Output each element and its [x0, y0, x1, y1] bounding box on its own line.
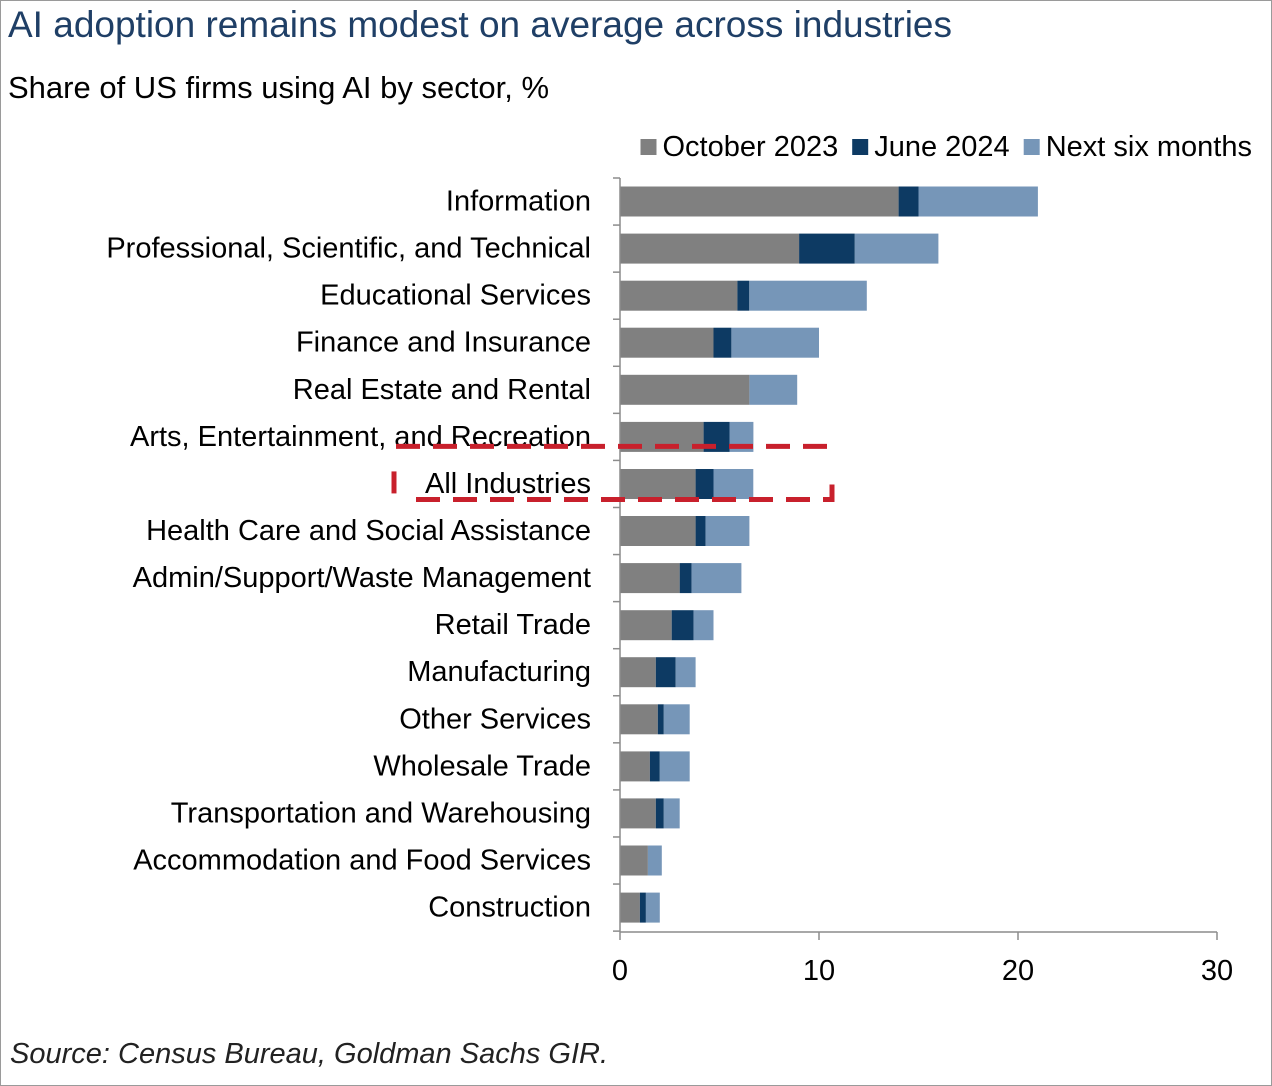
bar-october-2023-finance-and-insurance — [620, 327, 714, 358]
bar-october-2023-construction — [620, 892, 640, 923]
bar-june-2024-finance-and-insurance — [713, 327, 732, 358]
category-label-finance-and-insurance: Finance and Insurance — [296, 327, 591, 359]
bar-next-six-months-health-care-and-social-assistance — [705, 516, 750, 546]
x-tick-label-30: 30 — [1201, 955, 1233, 987]
legend-swatch-next-six-months — [1023, 139, 1040, 155]
bar-june-2024-other-services — [657, 704, 664, 735]
category-label-accommodation-and-food-services: Accommodation and Food Services — [133, 845, 591, 877]
bar-june-2024-information — [898, 186, 919, 217]
bar-june-2024-wholesale-trade — [649, 751, 660, 782]
bar-next-six-months-real-estate-and-rental — [749, 374, 798, 405]
chart-subtitle: Share of US firms using AI by sector, % — [8, 70, 550, 105]
bar-june-2024-educational-services — [737, 280, 750, 311]
chart-title: AI adoption remains modest on average ac… — [8, 4, 953, 45]
bar-october-2023-accommodation-and-food-services — [620, 845, 648, 876]
bar-next-six-months-manufacturing — [675, 657, 696, 688]
category-label-other-services: Other Services — [399, 703, 591, 735]
legend-swatch-october-2023 — [640, 139, 657, 155]
bar-october-2023-transportation-and-warehousing — [620, 798, 656, 829]
bar-june-2024-professional-scientific-and-technical — [799, 233, 855, 264]
bar-october-2023-real-estate-and-rental — [620, 374, 750, 405]
bar-october-2023-professional-scientific-and-technical — [620, 233, 800, 264]
bar-june-2024-construction — [639, 892, 646, 923]
bar-next-six-months-information — [918, 186, 1038, 217]
highlight-box — [391, 443, 836, 502]
bar-next-six-months-transportation-and-warehousing — [663, 798, 680, 829]
category-label-manufacturing: Manufacturing — [407, 656, 591, 688]
category-labels: Information Professional, Scientific, and… — [106, 186, 591, 924]
bar-october-2023-retail-trade — [620, 610, 672, 641]
bars — [620, 186, 1038, 923]
bar-june-2024-health-care-and-social-assistance — [695, 516, 706, 546]
category-label-wholesale-trade: Wholesale Trade — [373, 750, 591, 782]
x-axis: 0 10 20 30 — [612, 177, 1233, 987]
legend-label-next-six-months: Next six months — [1046, 131, 1252, 163]
bar-june-2024-transportation-and-warehousing — [655, 798, 664, 829]
bar-next-six-months-educational-services — [749, 280, 867, 311]
category-label-transportation-and-warehousing: Transportation and Warehousing — [171, 797, 591, 829]
bar-next-six-months-all-industries — [713, 469, 754, 499]
bar-next-six-months-other-services — [663, 704, 690, 735]
bar-next-six-months-finance-and-insurance — [731, 327, 819, 358]
x-tick-label-10: 10 — [803, 955, 835, 987]
x-tick-label-20: 20 — [1002, 955, 1034, 987]
bar-october-2023-information — [620, 186, 899, 217]
bar-october-2023-other-services — [620, 704, 658, 735]
category-label-professional-scientific-and-technical: Professional, Scientific, and Technical — [106, 233, 591, 265]
category-label-construction: Construction — [428, 892, 591, 924]
category-label-educational-services: Educational Services — [320, 280, 591, 312]
category-label-all-industries: All Industries — [425, 468, 591, 500]
bar-october-2023-educational-services — [620, 280, 738, 311]
category-label-admin-support-waste-management: Admin/Support/Waste Management — [133, 562, 591, 594]
category-label-health-care-and-social-assistance: Health Care and Social Assistance — [146, 515, 591, 547]
bar-next-six-months-retail-trade — [693, 610, 714, 641]
bar-october-2023-admin-support-waste-management — [620, 563, 680, 594]
bar-next-six-months-professional-scientific-and-technical — [854, 233, 939, 264]
legend-label-october-2023: October 2023 — [663, 131, 839, 163]
legend-label-june-2024: June 2024 — [874, 131, 1009, 163]
bar-october-2023-all-industries — [620, 469, 696, 499]
source-note: Source: Census Bureau, Goldman Sachs GIR… — [10, 1038, 609, 1070]
category-label-real-estate-and-rental: Real Estate and Rental — [293, 374, 591, 406]
bar-next-six-months-accommodation-and-food-services — [647, 845, 662, 876]
bar-october-2023-manufacturing — [620, 657, 656, 688]
bar-october-2023-wholesale-trade — [620, 751, 650, 782]
category-label-retail-trade: Retail Trade — [435, 609, 591, 641]
x-tick-label-0: 0 — [612, 955, 628, 987]
bar-june-2024-admin-support-waste-management — [679, 563, 692, 594]
bar-october-2023-health-care-and-social-assistance — [620, 516, 696, 546]
highlight-box-bottom — [416, 472, 835, 502]
legend: Next six months June 2024 October 2023 — [640, 131, 1252, 163]
bar-june-2024-manufacturing — [655, 657, 676, 688]
bar-next-six-months-construction — [645, 892, 660, 923]
bar-next-six-months-wholesale-trade — [659, 751, 690, 782]
bar-june-2024-retail-trade — [671, 610, 694, 641]
bar-june-2024-all-industries — [695, 469, 714, 499]
category-label-information: Information — [446, 186, 591, 218]
bar-next-six-months-admin-support-waste-management — [691, 563, 742, 594]
legend-swatch-june-2024 — [852, 139, 869, 155]
